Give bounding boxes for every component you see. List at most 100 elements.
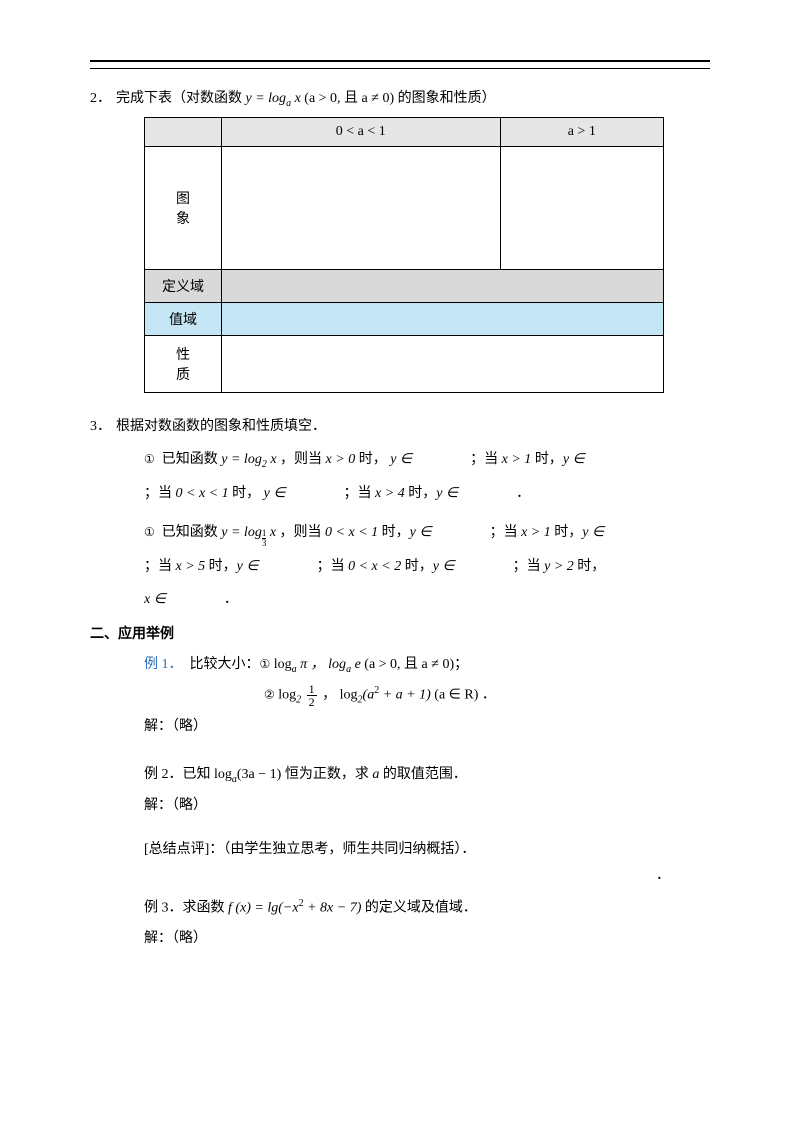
table-col1-header: 0 < a < 1 [222,117,501,146]
q3-p1eq: y = log [221,452,262,467]
table-row-prop: 性 质 [145,335,664,392]
header-rule [90,60,710,69]
ex3-fx2: + 8x − 7) [304,901,362,916]
q3-p2-sep5: ；当 [513,559,545,574]
q2-text-a: 完成下表（对数函数 [116,91,246,106]
q2-eq: y = log [246,91,287,106]
table-col2-header: a > 1 [500,117,663,146]
ex3-label: 例 3． [144,901,183,916]
q3-p2-xin: x ∈ [144,592,166,607]
q2-text-b: 的图象和性质） [394,91,496,106]
ex1-c2a: log [278,687,296,702]
q3-p2-0x1: 0 < x < 1 [325,525,378,540]
q3-p1-x0: x > 0 [326,452,356,467]
ex2-text-b: 恒为正数，求 [281,767,372,782]
q3-text: 根据对数函数的图象和性质填空． [116,419,326,434]
row-graph-label: 图 象 [145,146,222,269]
ex3-text-a: 求函数 [183,901,229,916]
ex2-solution: 解：（略） [144,794,710,814]
row-domain-label: 定义域 [145,269,222,302]
ex3-text-b: 的定义域及值域． [361,901,477,916]
ex1-c1cond: (a > 0, 且 a ≠ 0) [361,657,454,672]
q3-part1: ① 已知函数 y = log2 x ，则当 x > 0 时， y ∈；当 x >… [144,443,710,510]
row-graph-text: 图 象 [176,192,190,227]
cell-graph-2 [500,146,663,269]
q3-p1-sep2b: 时， [405,486,437,501]
ex1-c1-bullet: ① [260,657,271,671]
q3-p2-l2a: ；当 [144,559,176,574]
ex1-c2b: ， log [319,687,358,702]
ex1-solution: 解：（略） [144,715,710,735]
q3-p1-0x1: 0 < x < 1 [176,486,229,501]
q2-number: 2． [90,87,116,107]
q3-p1c: 时， [355,452,390,467]
cell-graph-1 [222,146,501,269]
ex1-line2: ② log2 12 ， log2(a2 + a + 1) (a ∈ R) ． [264,680,710,711]
q3-p1b: ，则当 [277,452,326,467]
q3-p1-l2b: 时， [229,486,264,501]
q3-part2: ① 已知函数 y = log13 x ，则当 0 < x < 1 时，y ∈；当… [144,516,710,617]
section-2-heading: 二、应用举例 [90,623,710,643]
ex1-c1c: e [351,657,361,672]
q3-p2-sep2: ；当 [490,525,522,540]
question-2: 2．完成下表（对数函数 y = loga x (a > 0, 且 a ≠ 0) … [90,87,710,109]
ex1-c2end: ． [478,687,496,702]
q3-p2-x5: x > 5 [176,559,206,574]
q2-eq-var: x [291,91,301,106]
row-prop-label: 性 质 [145,335,222,392]
q3-p1a: 已知函数 [162,452,222,467]
q3-number: 3． [90,415,116,435]
ex1-c1b: π ， log [297,657,346,672]
page: 2．完成下表（对数函数 y = loga x (a > 0, 且 a ≠ 0) … [0,0,800,1132]
col2-label: a > 1 [568,124,596,139]
ex3-fx: f (x) = lg(−x [228,901,299,916]
cell-range [222,302,664,335]
q3-p2-sep5b: 时， [574,559,606,574]
ex1-c2d: + a + 1) [379,687,431,702]
q3-p2-yin2: y ∈ [582,525,604,540]
ex2-arg: (3a − 1) [237,767,281,782]
col1-label: 0 < a < 1 [336,124,386,139]
cell-prop [222,335,664,392]
q3-p1-yin1: y ∈ [390,452,412,467]
q3-p2eq: y = log [221,525,262,540]
row-range-label: 值域 [145,302,222,335]
q3-p2-x1: x > 1 [521,525,551,540]
ex1-text: 比较大小： [190,657,260,672]
q3-p1-sep1: ；当 [470,452,502,467]
ex2-text-c: 的取值范围． [379,767,467,782]
row-prop-text: 性 质 [176,348,190,383]
q3-p1-yin2: y ∈ [563,452,585,467]
example-2: 例 2．已知 loga(3a − 1) 恒为正数，求 a 的取值范围． [144,761,710,790]
table-row-range: 值域 [145,302,664,335]
example-1: 例 1． 比较大小：① loga π ， loga e (a > 0, 且 a … [144,651,710,711]
ex2-label: 例 2． [144,767,183,782]
trailing-dot: ． [90,864,670,884]
summary-note: [总结点评]：（由学生独立思考，师生共同归纳概括）． [144,836,710,864]
q3-p1-yin4: y ∈ [436,486,458,501]
q3-p2-yin4: y ∈ [433,559,455,574]
q3-p2-0x2: 0 < x < 2 [348,559,401,574]
ex1-c2c: (a [363,687,375,702]
question-3: 3．根据对数函数的图象和性质填空． [90,415,710,435]
q3-p1-l2a: ；当 [144,486,176,501]
ex1-label: 例 1． [144,657,183,672]
cell-domain [222,269,664,302]
q3-p2-y2: y > 2 [544,559,574,574]
properties-table: 0 < a < 1 a > 1 图 象 定义域 值域 性 质 [144,117,664,393]
q3-p2-yin1: y ∈ [410,525,432,540]
header-rule-inner [90,68,710,69]
table-corner [145,117,222,146]
table-header-row: 0 < a < 1 a > 1 [145,117,664,146]
ex1-c2cond: (a ∈ R) [431,687,479,702]
q3-p1-sep2: ；当 [344,486,376,501]
q3-p1-sep1b: 时， [531,452,563,467]
q3-p2b: ，则当 [276,525,325,540]
q3-p1-x4: x > 4 [375,486,405,501]
table-row-domain: 定义域 [145,269,664,302]
frac-n: 1 [307,683,317,696]
q3-p1-yin3: y ∈ [264,486,286,501]
q3-p2a: 已知函数 [162,525,222,540]
q3-p2-sep3: 时， [205,559,237,574]
q3-p2-sep4b: 时， [401,559,433,574]
